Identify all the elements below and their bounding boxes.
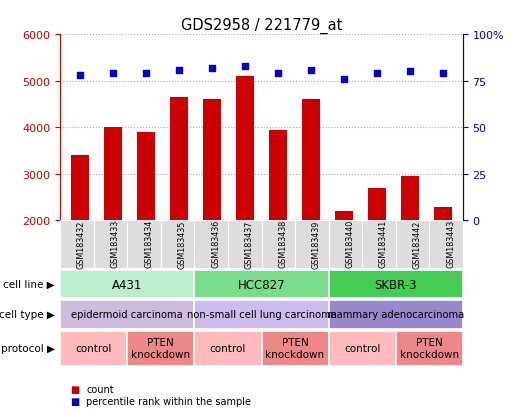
Text: control: control [210, 343, 246, 354]
Text: PTEN
knockdown: PTEN knockdown [266, 337, 325, 359]
Text: GSM183443: GSM183443 [446, 220, 455, 268]
Text: ■: ■ [71, 384, 80, 394]
Text: GSM183435: GSM183435 [178, 220, 187, 268]
Point [307, 67, 315, 74]
Bar [161, 221, 195, 268]
Bar [71, 156, 89, 221]
Text: GSM183432: GSM183432 [77, 220, 86, 268]
Bar [302, 100, 320, 221]
Text: GSM183442: GSM183442 [413, 220, 422, 268]
Text: mammary adenocarcinoma: mammary adenocarcinoma [327, 310, 464, 320]
Bar [195, 271, 328, 299]
Bar [60, 301, 195, 329]
Text: control: control [344, 343, 380, 354]
Bar [195, 221, 228, 268]
Text: PTEN
knockdown: PTEN knockdown [400, 337, 459, 359]
Text: GSM183434: GSM183434 [144, 220, 153, 268]
Bar [228, 221, 262, 268]
Bar [94, 221, 127, 268]
Text: GSM183440: GSM183440 [345, 220, 355, 268]
Bar [295, 221, 328, 268]
Bar [368, 188, 386, 221]
Text: GSM183433: GSM183433 [110, 220, 119, 268]
Point [406, 69, 414, 76]
Text: A431: A431 [112, 278, 142, 291]
Bar [104, 128, 122, 221]
Point [175, 67, 183, 74]
Text: ■: ■ [71, 396, 80, 406]
Point [109, 71, 117, 78]
Bar [434, 207, 452, 221]
Text: GSM183439: GSM183439 [312, 220, 321, 268]
Bar [60, 221, 94, 268]
Point [373, 71, 381, 78]
Point [208, 65, 216, 72]
Text: control: control [75, 343, 112, 354]
Bar [137, 133, 155, 221]
Bar [60, 271, 195, 299]
Text: GSM183436: GSM183436 [211, 220, 220, 268]
Text: non-small cell lung carcinoma: non-small cell lung carcinoma [187, 310, 336, 320]
Text: percentile rank within the sample: percentile rank within the sample [86, 396, 251, 406]
Bar [170, 98, 188, 221]
Point [241, 63, 249, 70]
Bar [362, 221, 396, 268]
Point [340, 76, 348, 83]
Bar [401, 177, 419, 221]
Bar [195, 301, 328, 329]
Bar [328, 221, 362, 268]
Bar [429, 221, 463, 268]
Bar [269, 131, 287, 221]
Bar [335, 211, 353, 221]
Text: PTEN
knockdown: PTEN knockdown [131, 337, 190, 359]
Bar [127, 331, 195, 366]
Bar [328, 331, 396, 366]
Point [274, 71, 282, 78]
Bar [262, 331, 328, 366]
Text: SKBR-3: SKBR-3 [374, 278, 417, 291]
Bar [328, 271, 463, 299]
Text: protocol ▶: protocol ▶ [1, 343, 55, 354]
Bar [127, 221, 161, 268]
Point [142, 71, 150, 78]
Bar [262, 221, 295, 268]
Bar [396, 331, 463, 366]
Bar [396, 221, 429, 268]
Text: cell line ▶: cell line ▶ [3, 280, 55, 290]
Bar [195, 331, 262, 366]
Bar [60, 331, 127, 366]
Point [439, 71, 447, 78]
Point [76, 73, 84, 79]
Bar [236, 77, 254, 221]
Text: GSM183437: GSM183437 [245, 220, 254, 268]
Text: HCC827: HCC827 [237, 278, 286, 291]
Bar [328, 301, 463, 329]
Text: GSM183441: GSM183441 [379, 220, 388, 268]
Bar [203, 100, 221, 221]
Text: cell type ▶: cell type ▶ [0, 310, 55, 320]
Text: epidermoid carcinoma: epidermoid carcinoma [71, 310, 183, 320]
Title: GDS2958 / 221779_at: GDS2958 / 221779_at [181, 18, 342, 34]
Text: GSM183438: GSM183438 [278, 220, 287, 268]
Text: count: count [86, 384, 114, 394]
